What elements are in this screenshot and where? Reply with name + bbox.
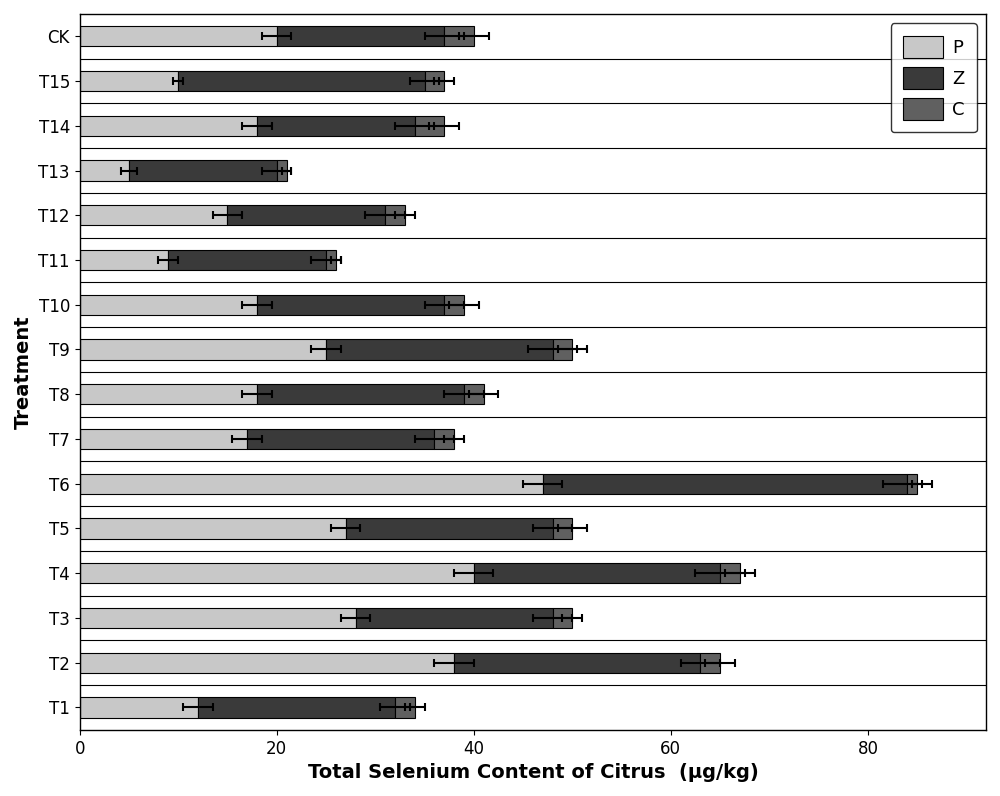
Bar [444, 295, 464, 314]
Bar [257, 295, 444, 314]
Bar [907, 474, 917, 494]
Bar [474, 563, 720, 583]
Bar [80, 384, 257, 404]
Bar [80, 563, 474, 583]
Bar [425, 71, 444, 91]
Bar [385, 205, 405, 225]
Bar [553, 518, 572, 539]
Bar [178, 71, 425, 91]
Bar [227, 205, 385, 225]
Bar [80, 697, 198, 717]
Bar [129, 161, 277, 181]
Bar [80, 608, 356, 628]
Bar [277, 26, 444, 46]
Bar [434, 429, 454, 449]
Bar [395, 697, 415, 717]
Bar [80, 26, 277, 46]
Bar [247, 429, 434, 449]
Bar [198, 697, 395, 717]
Bar [464, 384, 484, 404]
Bar [415, 115, 444, 136]
X-axis label: Total Selenium Content of Citrus  (μg/kg): Total Selenium Content of Citrus (μg/kg) [308, 763, 758, 782]
Bar [444, 26, 474, 46]
Bar [356, 608, 553, 628]
Bar [277, 161, 287, 181]
Bar [700, 653, 720, 673]
Bar [80, 250, 168, 270]
Bar [80, 295, 257, 314]
Bar [80, 653, 454, 673]
Bar [326, 250, 336, 270]
Bar [553, 339, 572, 360]
Bar [553, 608, 572, 628]
Bar [80, 161, 129, 181]
Bar [80, 115, 257, 136]
Bar [543, 474, 907, 494]
Bar [346, 518, 553, 539]
Bar [257, 384, 464, 404]
Bar [168, 250, 326, 270]
Bar [454, 653, 700, 673]
Bar [80, 474, 543, 494]
Bar [80, 205, 227, 225]
Bar [326, 339, 553, 360]
Bar [257, 115, 415, 136]
Bar [80, 339, 326, 360]
Bar [80, 518, 346, 539]
Bar [80, 71, 178, 91]
Bar [720, 563, 740, 583]
Legend: P, Z, C: P, Z, C [891, 23, 977, 132]
Y-axis label: Treatment: Treatment [14, 315, 33, 429]
Bar [80, 429, 247, 449]
